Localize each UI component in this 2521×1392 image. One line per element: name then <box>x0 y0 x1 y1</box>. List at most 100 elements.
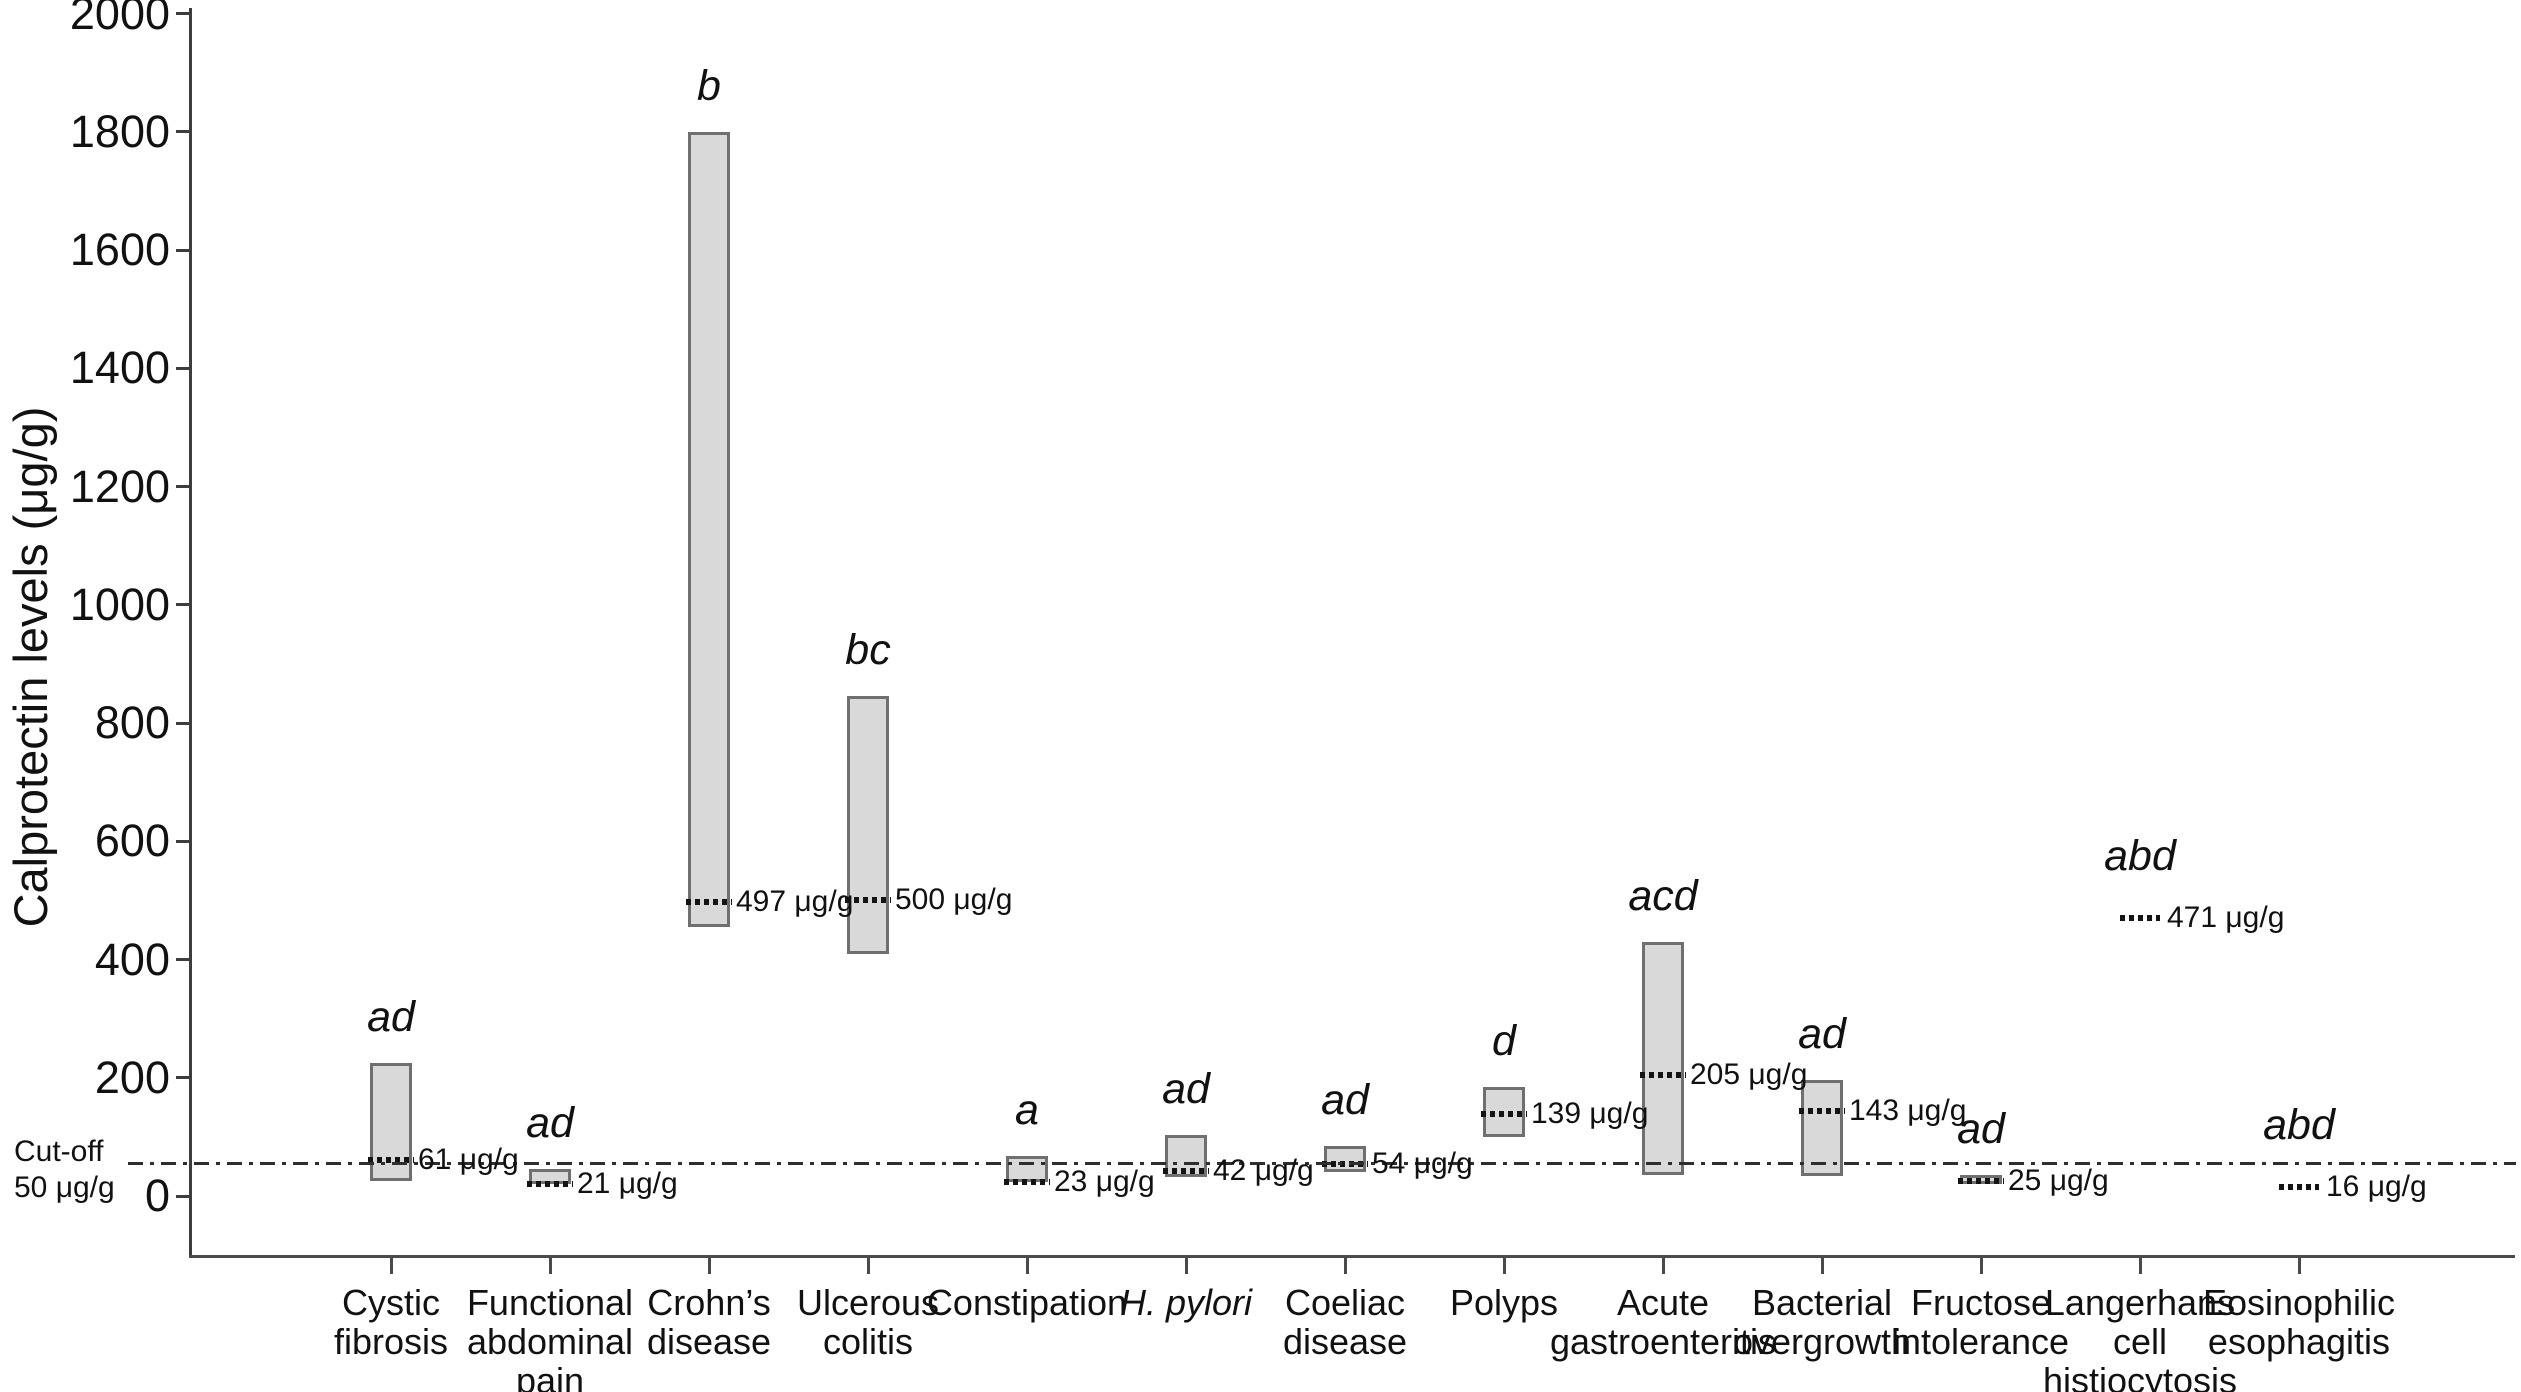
y-tick-label: 600 <box>94 815 170 867</box>
x-category-label-line: Coeliac <box>1284 1282 1406 1323</box>
range-box <box>688 131 730 927</box>
significance-letters: ad <box>1957 1104 2005 1153</box>
x-category-label: Cystic fibrosis <box>231 1283 551 1361</box>
y-tick-label: 1000 <box>69 578 170 630</box>
significance-letters: ad <box>1321 1075 1369 1124</box>
y-tick-label: 400 <box>94 933 170 985</box>
significance-letters: d <box>1492 1016 1516 1065</box>
x-category-label: Constipation <box>867 1283 1187 1322</box>
x-tick-mark <box>866 1258 870 1274</box>
median-line <box>845 897 891 904</box>
x-tick-mark <box>1661 1258 1665 1274</box>
median-line <box>1799 1108 1845 1115</box>
x-category-label-line: Polyps <box>1449 1282 1559 1323</box>
x-category-label-line: Ulcerous <box>796 1282 940 1323</box>
significance-letters: ad <box>1162 1065 1210 1114</box>
significance-letters: abd <box>2263 1100 2335 1149</box>
y-tick-label: 2000 <box>69 0 170 39</box>
y-tick-mark <box>176 1194 190 1198</box>
x-tick-mark <box>389 1258 393 1274</box>
x-category-label-line: histiocytosis <box>2042 1360 2238 1392</box>
x-category-label-line: Eosinophilic <box>2202 1282 2396 1323</box>
x-category-label: Crohn’s disease <box>549 1283 869 1361</box>
range-box <box>847 696 889 954</box>
x-category-label-line: Constipation <box>926 1282 1128 1323</box>
cutoff-reference-line <box>128 1162 2516 1165</box>
median-line <box>1163 1168 1209 1175</box>
y-tick-mark <box>176 1076 190 1080</box>
x-category-label-line: overgrowth <box>1732 1321 1912 1362</box>
y-tick-mark <box>176 603 190 607</box>
x-category-label-line: Cystic <box>342 1282 440 1323</box>
range-box <box>1324 1145 1366 1173</box>
x-tick-mark <box>707 1258 711 1274</box>
x-category-label: Functional abdominal pain <box>390 1283 710 1392</box>
x-category-label-line: gastroenteritis <box>1549 1321 1777 1362</box>
y-tick-label: 1800 <box>69 105 170 157</box>
x-category-label-line: Acute <box>1616 1282 1710 1323</box>
range-box <box>1801 1079 1843 1177</box>
x-category-label: Polyps <box>1344 1283 1664 1322</box>
x-category-label-line: pain <box>515 1360 585 1392</box>
x-axis-line <box>189 1255 2515 1258</box>
significance-letters: abd <box>2104 831 2176 880</box>
y-tick-mark <box>176 958 190 962</box>
significance-letters: bc <box>845 626 891 675</box>
x-category-label-line: Functional <box>466 1282 634 1323</box>
x-category-label-line: fibrosis <box>333 1321 449 1362</box>
x-tick-mark <box>1184 1258 1188 1274</box>
median-value-label: 23 μg/g <box>1054 1165 1155 1199</box>
cutoff-label-line1: Cut-off <box>14 1135 104 1168</box>
median-line <box>527 1180 573 1187</box>
cutoff-label: Cut-off 50 μg/g <box>14 1134 164 1206</box>
significance-letters: b <box>697 61 721 110</box>
range-box <box>1642 941 1684 1176</box>
median-value-label: 471 μg/g <box>2167 900 2285 934</box>
x-category-label: Bacterial overgrowth <box>1662 1283 1982 1361</box>
significance-letters: ad <box>526 1098 574 1147</box>
median-line <box>2120 914 2160 921</box>
range-box <box>1006 1155 1048 1183</box>
median-line <box>1004 1179 1050 1186</box>
x-category-label-line: cell <box>2112 1321 2168 1362</box>
x-tick-mark <box>2297 1258 2301 1274</box>
y-tick-label: 0 <box>144 1170 170 1221</box>
x-category-label-line: disease <box>646 1321 772 1362</box>
median-line <box>1481 1110 1527 1117</box>
y-tick-mark <box>176 485 190 489</box>
x-category-label: Acute gastroenteritis <box>1503 1283 1823 1361</box>
x-category-label-line: Langerhans <box>2044 1282 2236 1323</box>
median-line <box>368 1156 414 1163</box>
x-category-label-line: H. pylori <box>1119 1282 1253 1323</box>
cutoff-label-line2: 50 μg/g <box>14 1171 115 1204</box>
x-category-label: Langerhans cell histiocytosis <box>1980 1283 2300 1392</box>
median-value-label: 21 μg/g <box>577 1166 678 1200</box>
median-value-label: 139 μg/g <box>1531 1096 1649 1130</box>
significance-letters: ad <box>367 992 415 1041</box>
median-value-label: 16 μg/g <box>2326 1169 2427 1203</box>
y-tick-label: 1600 <box>69 224 170 276</box>
x-category-label-line: colitis <box>822 1321 914 1362</box>
x-tick-mark <box>2138 1258 2142 1274</box>
median-value-label: 205 μg/g <box>1690 1057 1808 1091</box>
x-tick-mark <box>1025 1258 1029 1274</box>
x-category-label-line: abdominal <box>466 1321 634 1362</box>
significance-letters: a <box>1015 1085 1039 1134</box>
y-tick-mark <box>176 721 190 725</box>
y-tick-label: 800 <box>94 697 170 749</box>
x-tick-mark <box>548 1258 552 1274</box>
y-tick-mark <box>176 366 190 370</box>
x-tick-mark <box>1502 1258 1506 1274</box>
x-category-label: Ulcerous colitis <box>708 1283 1028 1361</box>
x-category-label: Fructose intolerance <box>1821 1283 2141 1361</box>
median-value-label: 143 μg/g <box>1849 1094 1967 1128</box>
y-axis-line <box>189 8 192 1258</box>
y-tick-label: 200 <box>94 1051 170 1103</box>
x-category-label-line: Crohn’s <box>647 1282 771 1323</box>
median-value-label: 497 μg/g <box>736 885 854 919</box>
x-category-label-line: Bacterial <box>1751 1282 1893 1323</box>
x-category-label: Coeliac disease <box>1185 1283 1505 1361</box>
y-tick-label: 1200 <box>69 460 170 512</box>
x-category-label: H. pylori <box>1026 1283 1346 1322</box>
